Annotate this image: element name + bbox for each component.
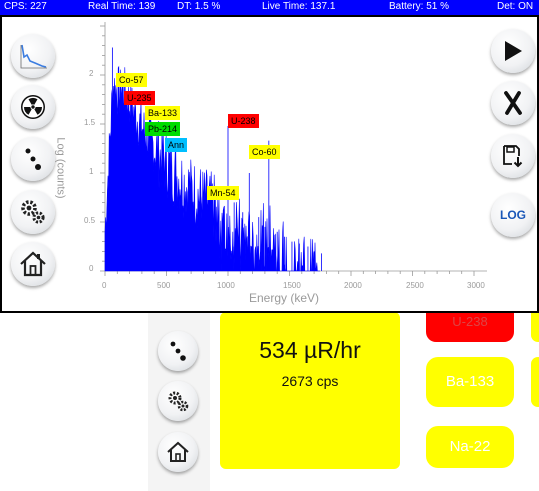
count-rate-value: 2673 cps	[281, 373, 339, 389]
spectrum-thumbnail-icon	[20, 44, 47, 69]
spectrum-svg	[100, 22, 487, 276]
x-tick-label: 1000	[217, 281, 235, 290]
battery-readout: Battery: 51 %	[389, 1, 450, 12]
y-tick-label: 1.5	[84, 118, 96, 127]
x-axis-label: Energy (keV)	[249, 291, 320, 305]
isotope-label-u235[interactable]: U-235	[124, 91, 155, 105]
isotope-label-pb214[interactable]: Pb-214	[145, 122, 181, 136]
y-axis-label: Log (counts)	[54, 137, 67, 199]
isotope-label-u238[interactable]: U-238	[228, 114, 259, 128]
isotope-button-ba133[interactable]: Ba-133	[426, 357, 514, 407]
x-tick-label: 2500	[406, 281, 424, 290]
x-tick-label: 0	[102, 281, 107, 290]
home-icon	[167, 441, 189, 462]
play-icon	[505, 41, 522, 61]
isotope-button-label: Na-22	[449, 438, 491, 455]
x-tick-label: 1500	[283, 281, 301, 290]
isotope-button-label: U-238	[452, 314, 488, 329]
isotope-label-ann[interactable]: Ann	[165, 138, 188, 152]
radiation-button[interactable]	[11, 85, 55, 129]
x-tick-label: 2000	[344, 281, 362, 290]
peaks-dots-icon	[25, 148, 41, 170]
y-tick-label: 2	[89, 69, 94, 78]
floppy-save-icon	[503, 145, 523, 168]
status-bar: CPS: 227 Real Time: 139 DT: 1.5 % Live T…	[0, 0, 539, 15]
isotope-label-mn54[interactable]: Mn-54	[207, 186, 239, 200]
bg-home-button[interactable]	[158, 432, 198, 472]
log-scale-button[interactable]: LOG	[491, 193, 535, 237]
dead-time-readout: DT: 1.5 %	[177, 1, 221, 12]
isotope-button-label: Ba-133	[445, 373, 495, 390]
home-button[interactable]	[11, 242, 55, 286]
start-acquisition-button[interactable]	[491, 29, 535, 73]
clear-button[interactable]	[491, 81, 535, 125]
cross-x-icon	[504, 91, 522, 115]
spectrum-plot: Log (counts) Energy (keV) 2 1.5 1 0.5 0 …	[55, 22, 487, 308]
home-icon	[20, 251, 46, 277]
save-button[interactable]	[491, 134, 535, 178]
settings-button[interactable]	[11, 190, 55, 234]
spectrum-view-button[interactable]	[11, 34, 55, 78]
y-tick-label: 0.5	[84, 216, 96, 225]
dose-rate-card: 534 µR/hr 2673 cps	[220, 312, 400, 469]
y-tick-label: 0	[89, 264, 94, 273]
isotope-label-ba133[interactable]: Ba-133	[145, 106, 181, 120]
bg-settings-button[interactable]	[158, 381, 198, 421]
log-scale-label: LOG	[500, 208, 526, 222]
peaks-dots-icon	[170, 341, 186, 361]
detector-status: Det: ON	[497, 1, 534, 12]
bg-peaks-button[interactable]	[158, 331, 198, 371]
peaks-button[interactable]	[11, 137, 55, 181]
isotope-button-na22[interactable]: Na-22	[426, 426, 514, 468]
isotope-button-partial-right[interactable]	[531, 300, 539, 342]
gears-icon	[21, 200, 45, 224]
live-time-readout: Live Time: 137.1	[262, 1, 336, 12]
cps-readout: CPS: 227	[4, 1, 47, 12]
isotope-label-co60[interactable]: Co-60	[249, 145, 280, 159]
gears-icon	[168, 391, 189, 412]
y-tick-label: 1	[89, 167, 94, 176]
x-tick-label: 3000	[467, 281, 485, 290]
x-tick-label: 500	[157, 281, 171, 290]
dose-rate-value: 534 µR/hr	[259, 337, 361, 363]
isotope-label-co57[interactable]: Co-57	[116, 73, 147, 87]
real-time-readout: Real Time: 139	[88, 1, 156, 12]
radiation-icon	[21, 95, 45, 119]
isotope-button-partial-right-2[interactable]	[531, 357, 539, 407]
